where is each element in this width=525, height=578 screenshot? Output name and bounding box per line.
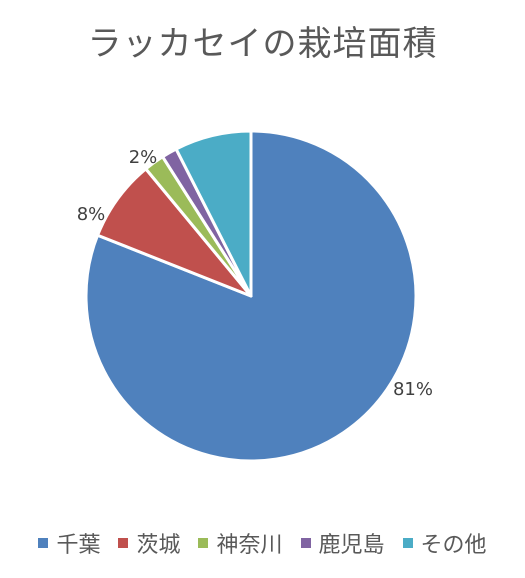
legend-swatch bbox=[118, 538, 129, 548]
legend-label: 茨城 bbox=[136, 533, 181, 558]
legend-swatch bbox=[402, 538, 413, 548]
legend-item-5: その他 bbox=[402, 527, 487, 559]
pie-slice-1 bbox=[84, 129, 418, 463]
pie-data-label-2: 8% bbox=[77, 204, 106, 225]
chart-legend: 千葉 茨城 神奈川 鹿児島 その他 bbox=[0, 528, 525, 558]
legend-item-1: 千葉 bbox=[38, 527, 100, 559]
pie-slices bbox=[84, 129, 418, 463]
legend-label: 鹿児島 bbox=[318, 533, 385, 558]
legend-swatch bbox=[300, 538, 311, 548]
pie-data-label-3: 2% bbox=[129, 147, 158, 168]
legend-item-3: 神奈川 bbox=[198, 527, 283, 559]
legend-swatch bbox=[198, 538, 209, 548]
legend-item-2: 茨城 bbox=[118, 527, 180, 559]
legend-label: その他 bbox=[420, 533, 487, 558]
chart-title: ラッカセイの栽培面積 bbox=[87, 24, 438, 64]
pie-data-label-1: 81% bbox=[393, 379, 433, 400]
legend-label: 千葉 bbox=[56, 533, 101, 558]
legend-label: 神奈川 bbox=[216, 533, 283, 558]
legend-swatch bbox=[38, 538, 49, 548]
pie-data-labels: 81% 8% 2% bbox=[77, 147, 433, 400]
legend-item-4: 鹿児島 bbox=[300, 527, 385, 559]
pie-slice-5 bbox=[174, 129, 253, 298]
